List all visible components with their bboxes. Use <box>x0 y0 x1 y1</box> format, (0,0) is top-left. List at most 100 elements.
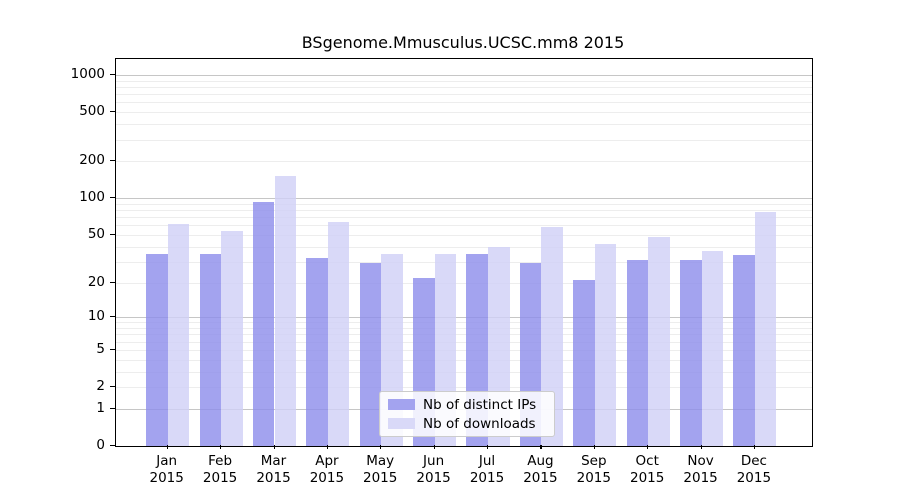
bar-oct-downloads <box>648 237 670 446</box>
y-tick-label-50: 50 <box>87 225 105 242</box>
y-tick-label-20: 20 <box>87 273 105 290</box>
x-tick-may <box>380 445 382 449</box>
y-tick-5 <box>110 348 115 350</box>
gridline-y-200 <box>116 161 812 163</box>
x-tick-jul <box>487 445 489 449</box>
x-tick-aug <box>540 445 542 449</box>
gridline-y-500 <box>116 112 812 114</box>
x-label-nov: Nov 2015 <box>683 453 718 486</box>
bar-feb-distinct-ips <box>199 253 222 446</box>
y-tick-label-100: 100 <box>79 189 105 206</box>
y-tick-50 <box>110 233 115 236</box>
y-tick-1 <box>110 407 115 409</box>
x-label-jun: Jun 2015 <box>416 453 451 486</box>
bars-layer <box>116 59 812 446</box>
x-tick-apr <box>326 445 329 449</box>
gridline-y-3 <box>116 371 812 373</box>
bar-jan-downloads <box>167 224 190 446</box>
bar-dec-distinct-ips <box>733 255 755 446</box>
x-tick-mar <box>273 445 275 449</box>
bar-nov-downloads <box>701 250 724 446</box>
x-label-jul: Jul 2015 <box>469 453 505 486</box>
gridline-y-7 <box>116 334 812 336</box>
x-label-aug: Aug 2015 <box>523 453 558 486</box>
gridline-y-90 <box>116 203 812 205</box>
y-tick-label-500: 500 <box>79 103 105 120</box>
gridline-y-50 <box>116 234 812 236</box>
legend-label-downloads: Nb of downloads <box>423 415 536 432</box>
bar-jan-distinct-ips <box>146 253 168 446</box>
gridline-y-80 <box>116 210 812 211</box>
x-label-jan: Jan 2015 <box>149 453 184 486</box>
gridline-y-300 <box>116 139 812 141</box>
gridline-y-4 <box>116 359 812 361</box>
gridline-y-60 <box>116 225 812 227</box>
bar-nov-distinct-ips <box>680 259 702 446</box>
gridline-y-700 <box>116 94 812 96</box>
gridline-y-20 <box>116 282 812 284</box>
gridline-y-10 <box>116 317 812 319</box>
x-tick-sep <box>593 445 595 449</box>
x-label-feb: Feb 2015 <box>202 453 238 486</box>
y-tick-label-0: 0 <box>96 437 105 453</box>
y-tick-label-200: 200 <box>79 152 105 169</box>
legend-label-distinct-ips: Nb of distinct IPs <box>423 396 537 413</box>
y-tick-100 <box>110 197 115 199</box>
gridline-y-1000 <box>116 75 812 76</box>
y-tick-label-2: 2 <box>96 378 105 394</box>
legend-swatch-downloads <box>388 418 415 429</box>
gridline-y-100 <box>116 198 812 200</box>
x-label-sep: Sep 2015 <box>576 453 611 486</box>
gridline-y-800 <box>116 87 812 88</box>
x-tick-oct <box>647 445 649 449</box>
gridline-y-8 <box>116 328 812 329</box>
x-tick-feb <box>220 445 222 449</box>
x-tick-nov <box>700 445 702 449</box>
grid-layer <box>116 59 812 446</box>
plot-area: Nb of distinct IPs Nb of downloads <box>115 58 813 447</box>
gridline-y-600 <box>116 102 812 104</box>
y-tick-0 <box>110 445 115 447</box>
y-tick-10 <box>110 316 115 318</box>
y-tick-label-10: 10 <box>87 308 105 325</box>
chart-title: BSgenome.Mmusculus.UCSC.mm8 2015 <box>301 33 625 52</box>
gridline-y-900 <box>116 80 812 82</box>
y-tick-200 <box>110 160 115 162</box>
x-label-oct: Oct 2015 <box>630 453 665 486</box>
bar-sep-distinct-ips <box>573 280 595 446</box>
legend-row-distinct-ips: Nb of distinct IPs <box>388 397 546 413</box>
bar-dec-downloads <box>754 212 777 446</box>
legend-row-downloads: Nb of downloads <box>388 416 546 432</box>
y-tick-500 <box>110 111 115 113</box>
bar-apr-distinct-ips <box>306 258 328 446</box>
x-label-apr: Apr 2015 <box>309 453 345 486</box>
y-tick-20 <box>110 281 115 283</box>
y-tick-label-1000: 1000 <box>70 66 105 82</box>
gridline-y-5 <box>116 349 812 351</box>
x-tick-dec <box>753 445 756 449</box>
x-tick-jun <box>433 445 435 449</box>
bar-apr-downloads <box>327 221 350 446</box>
legend: Nb of distinct IPs Nb of downloads <box>379 391 555 437</box>
y-tick-label-5: 5 <box>96 340 105 357</box>
bar-mar-downloads <box>274 175 297 446</box>
gridline-y-9 <box>116 322 812 324</box>
bar-oct-distinct-ips <box>626 259 649 446</box>
bar-feb-downloads <box>221 230 243 446</box>
y-tick-1000 <box>110 74 115 76</box>
y-tick-2 <box>110 386 115 388</box>
x-label-may: May 2015 <box>363 453 398 486</box>
x-tick-jan <box>166 445 168 449</box>
bar-may-distinct-ips <box>359 263 382 446</box>
gridline-y-30 <box>116 261 812 263</box>
bar-mar-distinct-ips <box>252 202 275 446</box>
y-tick-label-1: 1 <box>96 399 105 416</box>
gridline-y-70 <box>116 217 812 219</box>
gridline-y-40 <box>116 246 812 248</box>
bar-sep-downloads <box>594 244 617 446</box>
gridline-y-400 <box>116 124 812 126</box>
gridline-y-2 <box>116 387 812 388</box>
x-label-dec: Dec 2015 <box>736 453 772 486</box>
x-label-mar: Mar 2015 <box>256 453 291 486</box>
legend-swatch-distinct-ips <box>388 399 415 410</box>
